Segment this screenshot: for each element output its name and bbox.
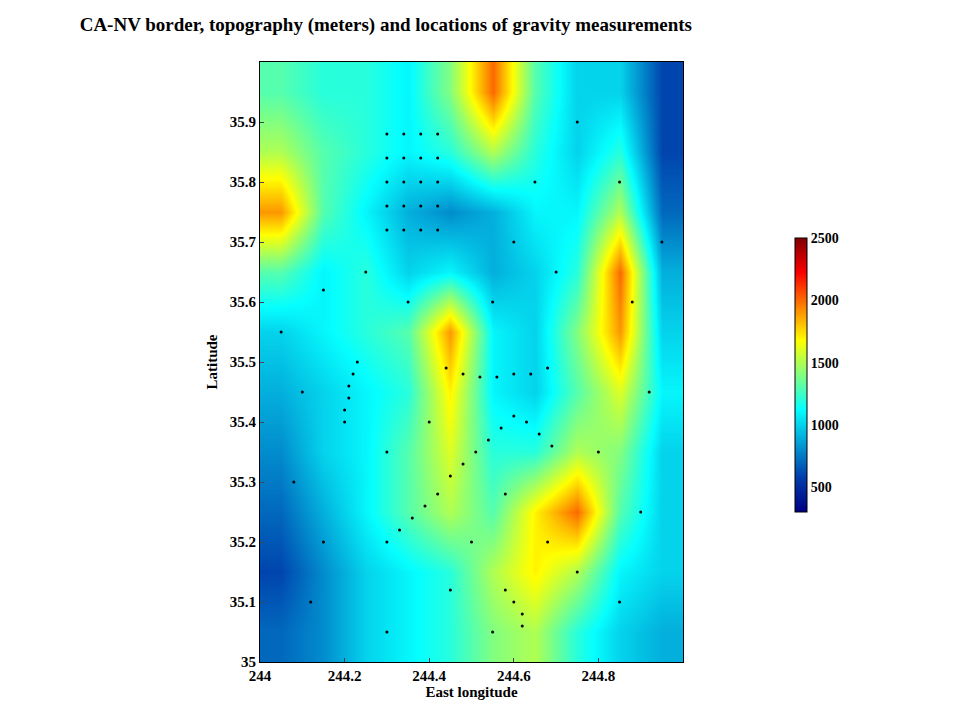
svg-text:244.8: 244.8 — [582, 668, 616, 684]
svg-text:35.7: 35.7 — [230, 234, 257, 250]
svg-text:35.6: 35.6 — [230, 294, 257, 310]
svg-text:244.2: 244.2 — [328, 668, 362, 684]
svg-text:2500: 2500 — [811, 231, 839, 246]
svg-text:1000: 1000 — [811, 418, 839, 433]
svg-text:244.6: 244.6 — [497, 668, 531, 684]
svg-text:35.9: 35.9 — [230, 114, 256, 130]
svg-text:2000: 2000 — [811, 293, 839, 308]
svg-text:35.2: 35.2 — [230, 534, 256, 550]
svg-text:35.3: 35.3 — [230, 474, 256, 490]
svg-text:244: 244 — [249, 668, 272, 684]
svg-text:244.4: 244.4 — [412, 668, 446, 684]
svg-text:1500: 1500 — [811, 356, 839, 371]
svg-text:35.8: 35.8 — [230, 174, 256, 190]
svg-text:500: 500 — [811, 480, 832, 495]
svg-text:35.5: 35.5 — [230, 354, 256, 370]
svg-text:35.1: 35.1 — [230, 594, 256, 610]
svg-text:Latitude: Latitude — [204, 334, 220, 389]
svg-text:CA-NV border, topography (mete: CA-NV border, topography (meters) and lo… — [80, 14, 692, 36]
svg-text:35: 35 — [241, 654, 256, 670]
svg-text:35.4: 35.4 — [230, 414, 257, 430]
svg-text:East longitude: East longitude — [425, 684, 517, 700]
